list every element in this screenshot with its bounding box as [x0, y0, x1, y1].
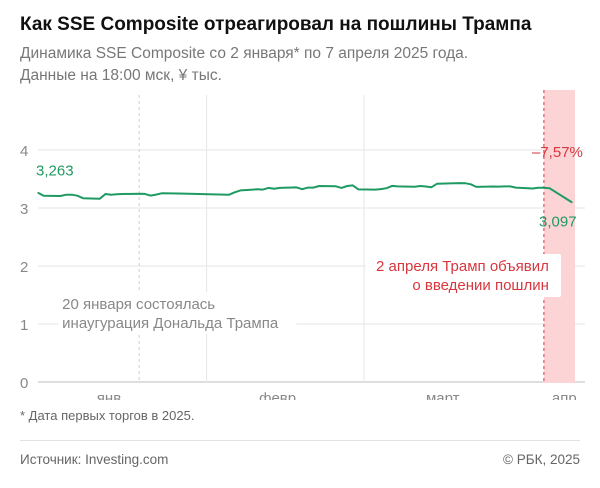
data-point [318, 185, 320, 187]
data-point [149, 194, 152, 197]
label-layer: 3,263 3,097 –7,57% [36, 144, 583, 230]
data-point [37, 192, 39, 194]
data-point [177, 192, 180, 195]
data-point [267, 187, 270, 189]
data-point [532, 187, 534, 190]
inauguration-annotation-bg [58, 292, 297, 334]
data-point [273, 188, 275, 190]
data-point [256, 188, 258, 190]
data-point [419, 185, 421, 187]
data-point [352, 184, 354, 187]
data-point [548, 187, 551, 189]
x-tick-label: февр. [259, 390, 300, 400]
y-tick-label: 1 [20, 317, 28, 334]
y-tick-label: 0 [20, 375, 28, 392]
data-point [509, 185, 511, 187]
subtitle-line-2: Данные на 18:00 мск, ¥ тыс. [20, 67, 222, 84]
data-point [110, 194, 112, 196]
data-point [104, 193, 107, 195]
data-point [414, 186, 416, 188]
data-point [374, 189, 376, 191]
x-tick-label: янв. [97, 390, 126, 400]
data-point [385, 187, 388, 189]
data-point [307, 187, 309, 189]
data-point [99, 198, 101, 200]
data-point [82, 197, 84, 199]
tariff-highlight-band [543, 90, 575, 383]
data-point [335, 185, 337, 187]
copyright-text: © РБК, 2025 [503, 452, 580, 467]
y-tick-label: 2 [20, 259, 28, 276]
annotation-layer: 20 января состоялась инаугурация Дональда… [58, 254, 561, 334]
data-point [71, 194, 73, 196]
data-point [436, 183, 438, 185]
chart-title: Как SSE Composite отреагировал на пошлин… [20, 14, 532, 35]
y-tick-label: 4 [20, 143, 28, 160]
highlight-layer [543, 90, 575, 383]
subtitle-line-1: Динамика SSE Composite со 2 января* по 7… [20, 45, 469, 62]
chart-subtitle: Динамика SSE Composite со 2 января* по 7… [20, 43, 468, 87]
end-value-label: 3,097 [539, 213, 577, 230]
inauguration-annotation-line: 20 января состоялась [62, 296, 215, 313]
data-point [65, 194, 67, 196]
data-point [537, 187, 539, 189]
data-point [458, 182, 461, 184]
data-point [492, 185, 494, 188]
data-point [425, 185, 427, 188]
data-point [391, 185, 393, 187]
line-layer [37, 182, 573, 204]
data-point [76, 195, 78, 197]
inauguration-annotation: 20 января состоялась инаугурация Дональда… [58, 292, 297, 334]
data-point [144, 193, 146, 195]
series-line [37, 182, 573, 204]
tariff-annotation: 2 апреля Трамп объявил о введении пошлин [366, 254, 561, 297]
data-point [116, 193, 118, 195]
data-point [543, 187, 545, 189]
data-point [503, 185, 506, 187]
data-point [121, 193, 123, 195]
line-chart: 0 1 2 3 4 янв. февр. март апр. 20 января состоял… [20, 90, 585, 400]
data-point [346, 185, 348, 187]
grid-layer: 0 1 2 3 4 янв. февр. март апр. [20, 95, 585, 400]
data-point [161, 192, 163, 194]
data-point [312, 187, 315, 189]
x-tick-label: апр. [552, 390, 581, 400]
tariff-annotation-box [366, 254, 561, 297]
data-point [470, 183, 472, 185]
data-point [340, 187, 343, 189]
start-value-label: 3,263 [36, 163, 74, 180]
data-point [239, 189, 241, 192]
data-point [295, 186, 298, 189]
data-point [453, 182, 455, 184]
footnote: * Дата первых торгов в 2025. [20, 408, 195, 423]
data-point [380, 188, 382, 190]
inauguration-annotation-line: инаугурация Дональда Трампа [62, 315, 279, 332]
data-point [357, 188, 359, 190]
data-point [498, 185, 500, 188]
y-tick-label: 3 [20, 201, 28, 218]
data-point [262, 188, 264, 191]
data-point [515, 187, 517, 189]
data-point [430, 186, 433, 188]
source-text: Источник: Investing.com [20, 452, 169, 467]
data-point [43, 195, 45, 197]
data-point [155, 194, 157, 196]
data-point [301, 188, 303, 190]
data-point [571, 201, 573, 203]
data-point [279, 187, 281, 189]
data-point [59, 195, 62, 197]
tariff-annotation-line: о введении пошлин [412, 277, 549, 294]
data-point [228, 194, 230, 196]
footer-divider [20, 440, 580, 441]
data-point [475, 186, 478, 188]
data-point [234, 191, 236, 193]
data-point [397, 185, 399, 187]
data-point [138, 193, 140, 195]
data-point [464, 182, 466, 184]
change-percent-label: –7,57% [532, 144, 583, 161]
x-tick-label: март [426, 390, 460, 400]
tariff-annotation-line: 2 апреля Трамп объявил [376, 258, 549, 275]
